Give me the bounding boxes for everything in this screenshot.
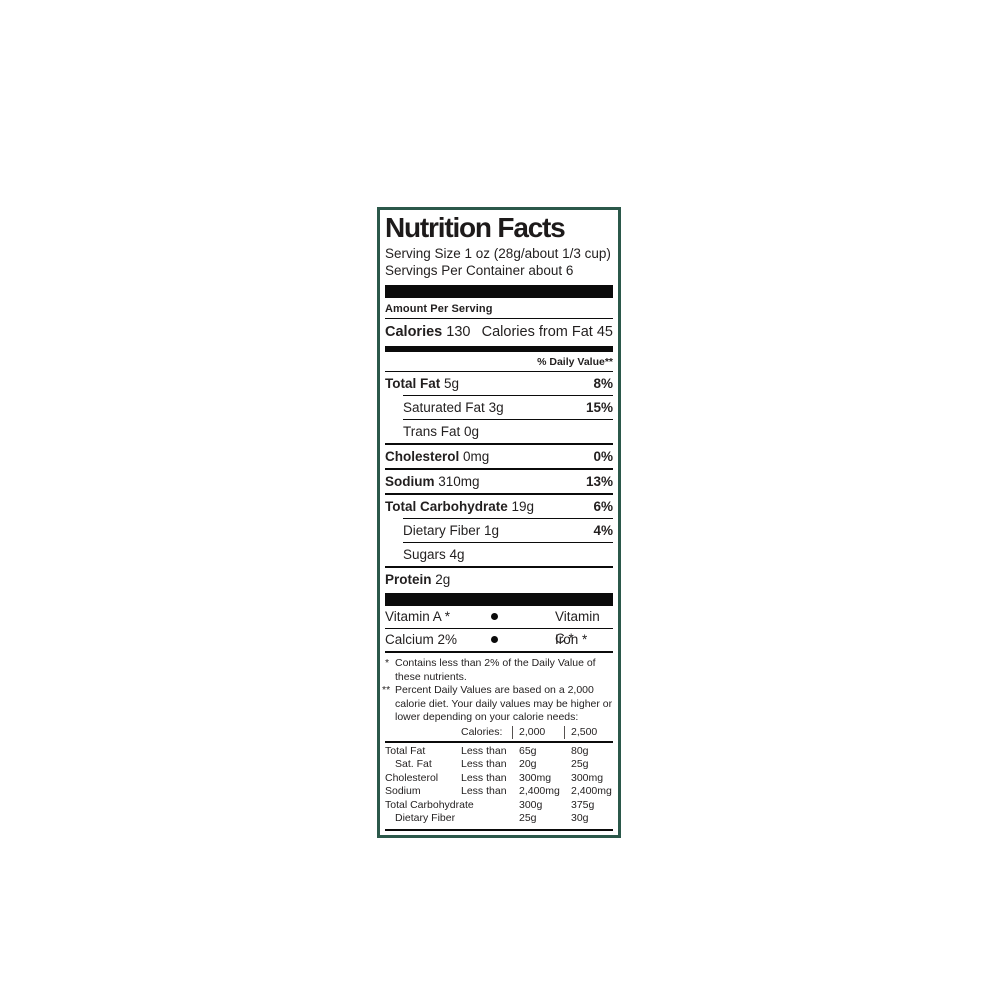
nutrition-facts-label: Nutrition Facts Serving Size 1 oz (28g/a… (377, 207, 621, 838)
vitamin-a: Vitamin A * (385, 609, 451, 624)
table-row: Dietary Fiber 25g 30g (395, 812, 589, 824)
separator-bar-thick-top (385, 285, 613, 298)
footnote-2: ** Percent Daily Values are based on a 2… (382, 684, 613, 725)
label-title: Nutrition Facts (385, 212, 566, 243)
separator-bar-medium (385, 346, 613, 352)
nutrient-row-sugars: Sugars 4g (403, 542, 613, 566)
nutrient-dv: 4% (593, 523, 613, 538)
table-row: Sodium Less than 2,400mg 2,400mg (385, 785, 612, 797)
header-2000: 2,000 (519, 725, 546, 738)
footnote-2-marker: ** (382, 684, 391, 696)
nutrient-row-saturated-fat: Saturated Fat 3g 15% (403, 395, 613, 419)
footnote-table-body: Total Fat Less than 65g 80g Sat. Fat Les… (385, 743, 613, 831)
nutrient-name-amount: Dietary Fiber 1g (403, 523, 500, 538)
footnote-1-marker: * (385, 657, 390, 669)
calories-number: 130 (446, 324, 471, 340)
bullet-icon (491, 613, 498, 620)
table-row: Sat. Fat Less than 20g 25g (395, 758, 589, 770)
table-row: Total Carbohydrate 300g 375g (385, 798, 595, 811)
nutrient-row-sodium: Sodium 310mg 13% (385, 468, 613, 493)
nutrient-name-amount: Total Carbohydrate 19g (385, 499, 535, 514)
nutrient-name-amount: Trans Fat 0g (403, 424, 480, 439)
nutrient-dv: 0% (593, 449, 613, 464)
footnote-1-text: Contains less than 2% of the Daily Value… (395, 657, 596, 683)
nutrient-dv: 6% (593, 499, 613, 514)
nutrient-name-amount: Protein 2g (385, 572, 451, 587)
nutrient-row-total-fat: Total Fat 5g 8% (385, 372, 613, 395)
iron: Iron * (555, 632, 588, 647)
vitamin-section-end-rule (385, 651, 613, 653)
table-row: Cholesterol Less than 300mg 300mg (385, 771, 604, 784)
calories-row: Calories 130 Calories from Fat 45 (385, 319, 613, 346)
serving-size-line: Serving Size 1 oz (28g/about 1/3 cup) (385, 246, 611, 261)
vitamin-c: Vitamin C * (555, 609, 600, 646)
nutrient-dv: 13% (585, 474, 613, 489)
calories-from-fat: Calories from Fat 45 (481, 324, 613, 340)
bullet-icon (491, 636, 498, 643)
calories-value: Calories 130 (385, 324, 470, 340)
nutrient-row-protein: Protein 2g (385, 566, 613, 591)
footnote-table-header: Calories: 2,000 2,500 (385, 725, 613, 743)
servings-per-container-line: Servings Per Container about 6 (385, 263, 574, 278)
nutrient-dv: 8% (593, 376, 613, 391)
nutrient-name-amount: Total Fat 5g (385, 376, 460, 391)
column-separator (564, 725, 565, 739)
nutrient-dv: 15% (585, 400, 613, 415)
header-calories: Calories: (461, 725, 503, 738)
vitamin-row-1: Vitamin A * Vitamin C * (385, 606, 613, 646)
header-2500: 2,500 (571, 725, 598, 738)
calcium: Calcium 2% (385, 632, 458, 647)
calories-label: Calories (385, 324, 443, 340)
column-separator (512, 725, 513, 739)
footnote-1: * Contains less than 2% of the Daily Val… (385, 657, 613, 684)
nutrient-name-amount: Sodium 310mg (385, 474, 480, 489)
vitamin-row-2: Calcium 2% Iron * (385, 628, 613, 651)
nutrient-name-amount: Sugars 4g (403, 547, 465, 562)
footnote-table: Calories: 2,000 2,500 Total Fat Less tha… (385, 725, 613, 831)
nutrient-row-total-carbohydrate: Total Carbohydrate 19g 6% (385, 493, 613, 518)
nutrient-name-amount: Saturated Fat 3g (403, 400, 504, 415)
footnote-2-text: Percent Daily Values are based on a 2,00… (395, 684, 613, 723)
nutrient-row-cholesterol: Cholesterol 0mg 0% (385, 443, 613, 468)
footnote-section: * Contains less than 2% of the Daily Val… (382, 653, 613, 831)
nutrient-row-dietary-fiber: Dietary Fiber 1g 4% (403, 518, 613, 542)
nutrient-name-amount: Cholesterol 0mg (385, 449, 490, 464)
amount-per-serving-header: Amount Per Serving (385, 298, 613, 319)
nutrient-row-trans-fat: Trans Fat 0g (403, 419, 613, 443)
separator-bar-thick-bottom (385, 593, 613, 606)
table-row: Total Fat Less than 65g 80g (385, 744, 589, 757)
daily-value-header: % Daily Value** (385, 352, 613, 372)
